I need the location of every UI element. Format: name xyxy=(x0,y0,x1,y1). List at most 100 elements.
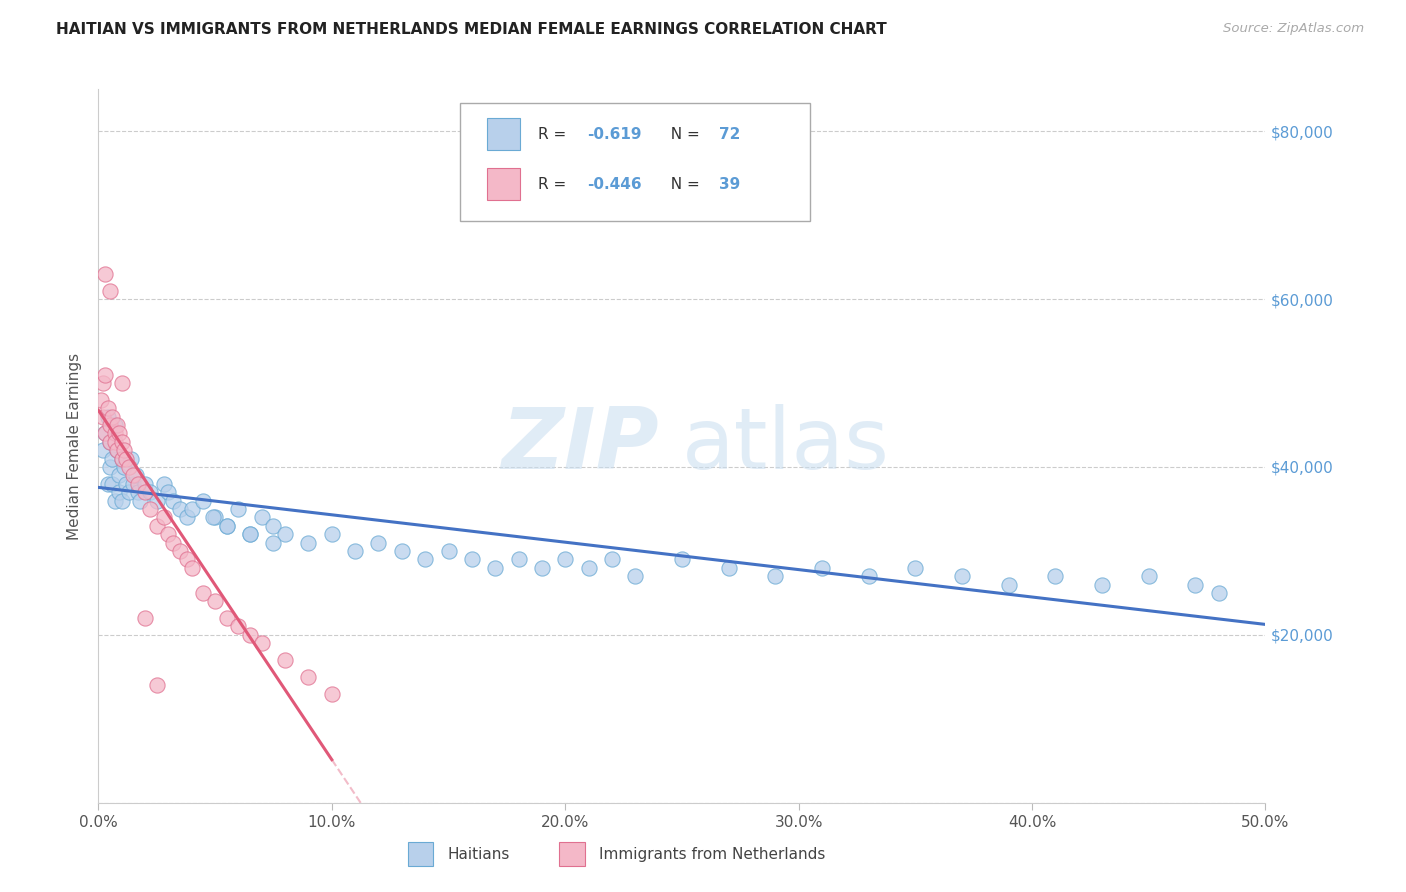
Point xyxy=(115,451,138,466)
Point xyxy=(180,560,202,574)
Point xyxy=(134,611,156,625)
Point xyxy=(94,368,117,382)
Point xyxy=(180,502,202,516)
Point xyxy=(176,510,198,524)
Point xyxy=(624,569,647,583)
Point xyxy=(98,284,121,298)
Point xyxy=(108,468,131,483)
Point xyxy=(90,392,112,407)
Point xyxy=(127,485,149,500)
Point xyxy=(122,476,145,491)
Point xyxy=(104,417,127,432)
Point xyxy=(274,527,297,541)
Point xyxy=(262,518,284,533)
Point xyxy=(169,544,191,558)
Y-axis label: Median Female Earnings: Median Female Earnings xyxy=(67,352,83,540)
Point xyxy=(134,476,156,491)
Point xyxy=(111,434,134,449)
Point xyxy=(413,552,436,566)
Text: HAITIAN VS IMMIGRANTS FROM NETHERLANDS MEDIAN FEMALE EARNINGS CORRELATION CHART: HAITIAN VS IMMIGRANTS FROM NETHERLANDS M… xyxy=(56,22,887,37)
Point xyxy=(169,502,191,516)
Point xyxy=(111,451,134,466)
Point xyxy=(108,485,131,500)
Point xyxy=(105,443,128,458)
Point xyxy=(367,535,389,549)
Point xyxy=(125,468,148,483)
Point xyxy=(461,552,484,566)
Point xyxy=(508,552,530,566)
Point xyxy=(600,552,623,566)
Text: Haitians: Haitians xyxy=(447,847,510,862)
Point xyxy=(111,451,134,466)
Point xyxy=(162,535,184,549)
Point xyxy=(250,636,273,650)
Point xyxy=(1091,577,1114,591)
Text: R =: R = xyxy=(538,127,571,142)
Point xyxy=(98,460,121,475)
Point xyxy=(105,443,128,458)
Point xyxy=(101,409,124,424)
Point xyxy=(193,493,215,508)
Point xyxy=(391,544,413,558)
Point xyxy=(115,476,138,491)
Point xyxy=(763,569,786,583)
Point xyxy=(204,510,226,524)
Point xyxy=(97,401,120,416)
Point xyxy=(97,476,120,491)
Point xyxy=(858,569,880,583)
Point xyxy=(262,535,284,549)
Point xyxy=(157,485,180,500)
Point xyxy=(321,527,343,541)
Text: atlas: atlas xyxy=(682,404,890,488)
Point xyxy=(146,518,169,533)
Point xyxy=(94,426,117,441)
Text: -0.446: -0.446 xyxy=(588,177,643,192)
Point xyxy=(129,493,152,508)
Point xyxy=(104,426,127,441)
Point xyxy=(139,485,162,500)
Point xyxy=(98,417,121,432)
Point xyxy=(204,594,226,608)
Point xyxy=(94,426,117,441)
Text: N =: N = xyxy=(661,177,704,192)
Point xyxy=(146,678,169,692)
Bar xyxy=(408,842,433,866)
Point xyxy=(111,376,134,390)
Point xyxy=(215,518,238,533)
Point xyxy=(344,544,367,558)
Point xyxy=(98,434,121,449)
Point xyxy=(127,476,149,491)
Point xyxy=(108,426,131,441)
Point xyxy=(98,434,121,449)
Point xyxy=(239,527,262,541)
Point xyxy=(112,443,135,458)
Point xyxy=(118,485,141,500)
Point xyxy=(1137,569,1160,583)
Point xyxy=(104,493,127,508)
Point xyxy=(111,493,134,508)
Point xyxy=(162,493,184,508)
Text: 72: 72 xyxy=(720,127,741,142)
Point xyxy=(201,510,224,524)
Point xyxy=(215,611,238,625)
Point xyxy=(554,552,576,566)
Point xyxy=(91,409,114,424)
Point xyxy=(1045,569,1067,583)
Point xyxy=(671,552,693,566)
Point xyxy=(97,409,120,424)
Point xyxy=(94,267,117,281)
Point xyxy=(997,577,1019,591)
Point xyxy=(101,476,124,491)
Point xyxy=(1208,586,1230,600)
Text: 39: 39 xyxy=(720,177,741,192)
Point xyxy=(717,560,740,574)
Point xyxy=(122,468,145,483)
Point xyxy=(152,510,174,524)
Point xyxy=(274,653,297,667)
Point xyxy=(250,510,273,524)
Point xyxy=(228,619,250,633)
Point xyxy=(104,434,127,449)
Text: R =: R = xyxy=(538,177,571,192)
Point xyxy=(297,670,319,684)
Point xyxy=(228,502,250,516)
